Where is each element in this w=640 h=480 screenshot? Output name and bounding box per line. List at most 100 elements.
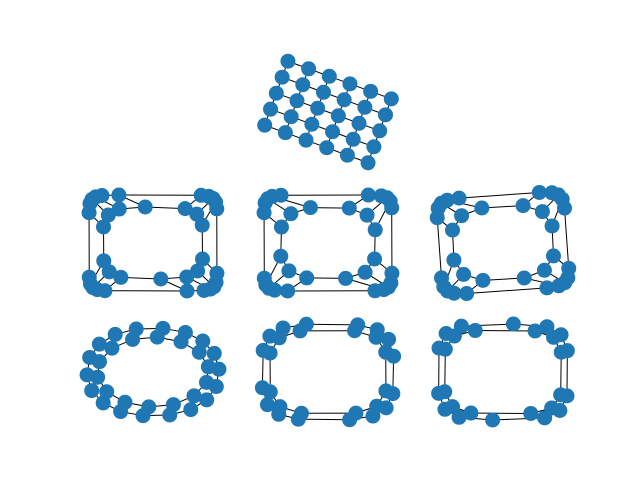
node — [378, 383, 394, 399]
node — [283, 206, 299, 222]
node — [96, 219, 112, 235]
node — [113, 269, 129, 285]
node — [259, 397, 275, 413]
node — [95, 395, 111, 411]
node — [539, 280, 555, 296]
node — [545, 248, 561, 264]
node — [325, 124, 341, 140]
edge — [564, 208, 570, 269]
node — [544, 218, 560, 234]
node — [280, 53, 296, 69]
node — [381, 331, 397, 347]
node — [273, 219, 289, 235]
node — [183, 402, 199, 418]
node — [319, 140, 335, 156]
node — [534, 204, 550, 220]
node — [194, 217, 210, 233]
node — [191, 344, 207, 360]
node — [125, 331, 141, 347]
node — [360, 187, 376, 203]
node — [556, 200, 572, 216]
node — [446, 252, 462, 268]
node — [262, 384, 278, 400]
node — [348, 405, 364, 421]
edge — [492, 417, 545, 421]
node — [81, 269, 97, 285]
node — [198, 374, 214, 390]
node — [345, 131, 361, 147]
node — [505, 316, 521, 332]
node — [439, 192, 455, 208]
node — [256, 270, 272, 286]
node — [186, 388, 202, 404]
node — [104, 340, 120, 356]
node — [195, 333, 211, 349]
edge — [459, 191, 540, 199]
node — [451, 190, 467, 206]
node — [551, 278, 567, 294]
node — [304, 116, 320, 132]
node — [536, 262, 552, 278]
node — [383, 91, 399, 107]
node — [369, 398, 385, 414]
node — [289, 93, 305, 109]
node — [295, 77, 311, 93]
node — [165, 397, 181, 413]
node — [293, 405, 309, 421]
node — [485, 412, 501, 428]
node — [273, 187, 289, 203]
node — [94, 188, 110, 204]
node — [149, 329, 165, 345]
node — [268, 85, 284, 101]
node — [546, 329, 562, 345]
nodes — [79, 53, 577, 428]
node — [281, 263, 297, 279]
node — [553, 387, 569, 403]
node — [474, 200, 490, 216]
node — [437, 384, 453, 400]
node — [177, 201, 193, 217]
node — [367, 222, 383, 238]
edge — [466, 287, 547, 295]
node — [271, 330, 287, 346]
node — [196, 282, 212, 298]
node — [368, 329, 384, 345]
node — [544, 400, 560, 416]
node — [475, 272, 491, 288]
node — [194, 251, 210, 267]
node — [339, 147, 355, 163]
edge — [461, 323, 514, 327]
node — [459, 286, 475, 302]
node — [359, 207, 375, 223]
node — [516, 270, 532, 286]
node — [342, 76, 358, 92]
node — [444, 399, 460, 415]
node — [277, 125, 293, 141]
node — [377, 107, 393, 123]
node — [137, 199, 153, 215]
node — [336, 92, 352, 108]
node — [360, 155, 376, 171]
node — [153, 271, 169, 287]
node — [341, 200, 357, 216]
node — [179, 283, 195, 299]
node — [299, 270, 315, 286]
node — [99, 384, 115, 400]
node — [280, 283, 296, 299]
node — [263, 101, 279, 117]
node — [467, 323, 483, 339]
node — [367, 251, 383, 267]
node — [90, 369, 106, 385]
node — [272, 399, 288, 415]
node — [111, 187, 127, 203]
node — [378, 344, 394, 360]
node — [463, 405, 479, 421]
node — [351, 115, 367, 131]
node — [302, 200, 318, 216]
node — [357, 264, 373, 280]
node — [292, 323, 308, 339]
node — [141, 399, 157, 415]
node — [445, 222, 461, 238]
edge — [436, 217, 442, 278]
